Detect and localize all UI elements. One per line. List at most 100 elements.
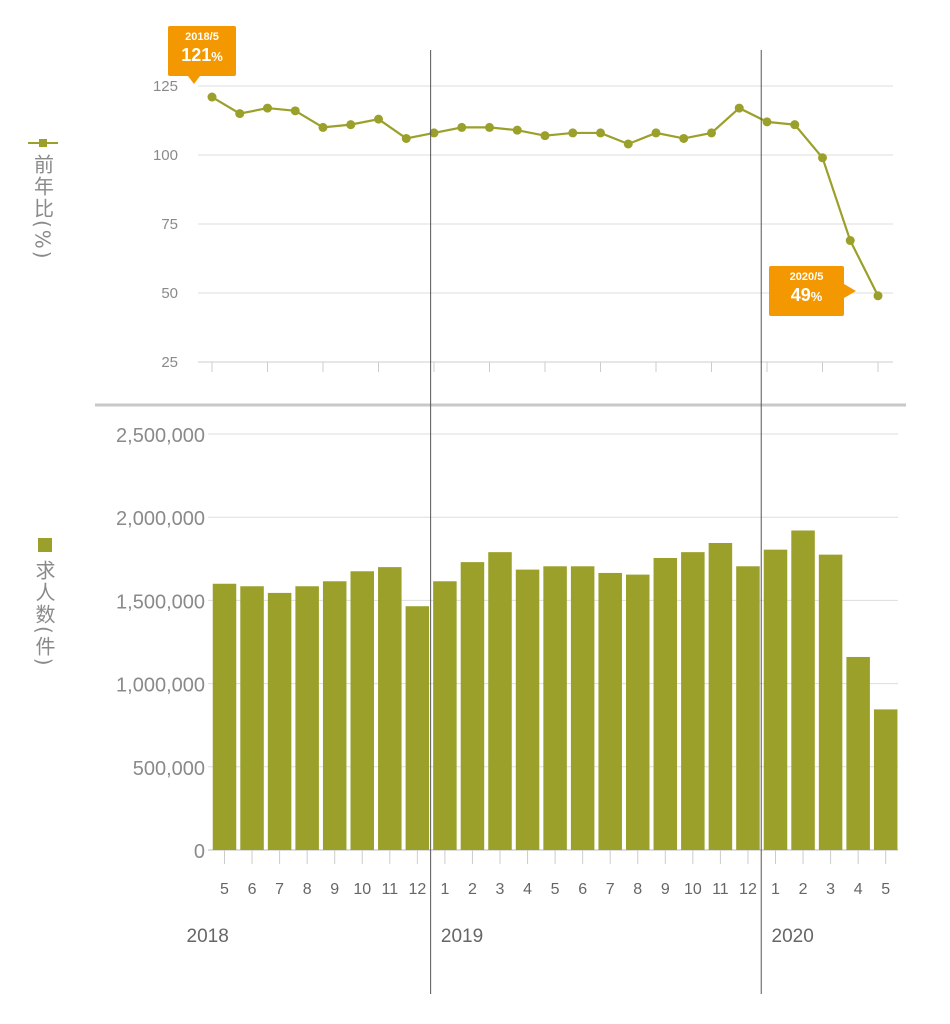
- bar: [240, 586, 264, 850]
- callout-start-date: 2018/5: [185, 31, 219, 43]
- x-tick-label: 8: [633, 881, 642, 898]
- bar: [708, 542, 733, 850]
- line-point: [623, 139, 633, 149]
- bar: [543, 566, 567, 850]
- bar: [212, 583, 237, 850]
- line-point: [734, 103, 744, 113]
- line-point: [873, 291, 883, 301]
- bar: [681, 552, 705, 850]
- line-point: [207, 92, 217, 102]
- line-point: [790, 120, 800, 130]
- axis-labels: 1251007550252,500,0002,000,0001,500,0001…: [116, 78, 890, 947]
- line-y-tick-label: 125: [153, 78, 178, 95]
- line-point: [401, 133, 411, 143]
- legend-line: 前年比(%): [28, 136, 58, 261]
- line-point: [707, 128, 716, 138]
- bar: [846, 656, 870, 850]
- callout-end-unit: %: [810, 289, 823, 304]
- line-point: [540, 131, 550, 141]
- bar-y-tick-label: 2,500,000: [116, 425, 205, 447]
- bar: [653, 557, 678, 850]
- line-point: [235, 109, 245, 119]
- legend-line-label: 前年比(%): [30, 154, 55, 261]
- x-tick-label: 3: [496, 881, 505, 898]
- bar-y-tick-label: 1,500,000: [116, 591, 205, 613]
- line-point: [374, 114, 383, 124]
- x-tick-label: 9: [330, 881, 339, 898]
- year-label: 2020: [772, 926, 814, 947]
- bar: [515, 569, 540, 850]
- x-tick-label: 5: [220, 881, 229, 898]
- x-tick-label: 7: [275, 881, 284, 898]
- x-tick-label: 5: [881, 881, 890, 898]
- bar: [763, 549, 788, 850]
- callout-end-value: 49: [790, 285, 811, 305]
- bar: [295, 586, 319, 850]
- x-tick-label: 6: [248, 881, 257, 898]
- line-point: [679, 133, 689, 143]
- callout-end: 2020/5 49%: [769, 266, 856, 316]
- bar-y-tick-label: 2,000,000: [116, 508, 205, 530]
- x-tick-label: 2: [468, 881, 477, 898]
- line-point: [762, 117, 772, 127]
- x-tick-label: 3: [826, 881, 835, 898]
- line-point: [568, 128, 578, 138]
- line-point: [651, 128, 661, 138]
- bar: [570, 566, 595, 850]
- line-y-tick-label: 75: [161, 216, 178, 233]
- x-tick-label: 2: [799, 881, 808, 898]
- legend-bar-icon: [37, 538, 52, 552]
- line-y-tick-label: 100: [153, 147, 178, 164]
- year-label: 2018: [187, 926, 229, 947]
- bar: [267, 592, 292, 850]
- line-point: [263, 103, 272, 113]
- x-tick-label: 9: [661, 881, 670, 898]
- bar: [405, 606, 430, 850]
- x-tick-label: 6: [578, 881, 587, 898]
- bar-series: [212, 530, 898, 850]
- year-label: 2019: [441, 926, 483, 947]
- x-tick-label: 7: [606, 881, 615, 898]
- x-tick-label: 4: [854, 881, 863, 898]
- line-point: [346, 120, 356, 130]
- legend-bar: 求人数(件): [30, 538, 59, 668]
- x-tick-label: 10: [684, 881, 702, 898]
- bar: [626, 574, 650, 850]
- bar: [378, 567, 402, 850]
- line-point: [845, 236, 855, 246]
- line-point: [596, 128, 605, 138]
- legend-bar-label: 求人数(件): [32, 560, 56, 668]
- bar: [488, 552, 512, 850]
- x-tick-label: 8: [303, 881, 312, 898]
- x-tick-label: 1: [440, 881, 449, 898]
- year-divider-lines: [430, 50, 762, 994]
- x-tick-label: 12: [739, 881, 757, 898]
- x-tick-label: 11: [381, 881, 398, 898]
- bar: [322, 581, 347, 850]
- x-tick-label: 11: [712, 881, 729, 898]
- bar: [433, 581, 457, 850]
- callout-start: 2018/5 121%: [168, 26, 236, 84]
- callout-end-date: 2020/5: [789, 271, 824, 283]
- x-tick-label: 12: [408, 881, 426, 898]
- axis-ticks: [211, 362, 887, 864]
- bar-y-tick-label: 500,000: [133, 758, 205, 780]
- bar: [873, 709, 898, 850]
- x-tick-label: 4: [523, 881, 532, 898]
- bar-y-tick-label: 0: [194, 841, 205, 863]
- line-point: [457, 122, 467, 132]
- line-point: [290, 106, 300, 116]
- line-series: [207, 92, 883, 301]
- bar-y-tick-label: 1,000,000: [116, 675, 205, 697]
- callout-start-unit: %: [211, 49, 223, 64]
- bar: [736, 566, 760, 850]
- line-chart-gridlines: [198, 85, 893, 363]
- line-point: [429, 128, 439, 138]
- bar: [791, 530, 815, 850]
- line-y-tick-label: 25: [161, 354, 178, 371]
- callout-start-value: 121: [181, 45, 212, 65]
- line-point: [485, 122, 494, 132]
- line-point: [512, 125, 522, 135]
- line-point: [318, 122, 328, 132]
